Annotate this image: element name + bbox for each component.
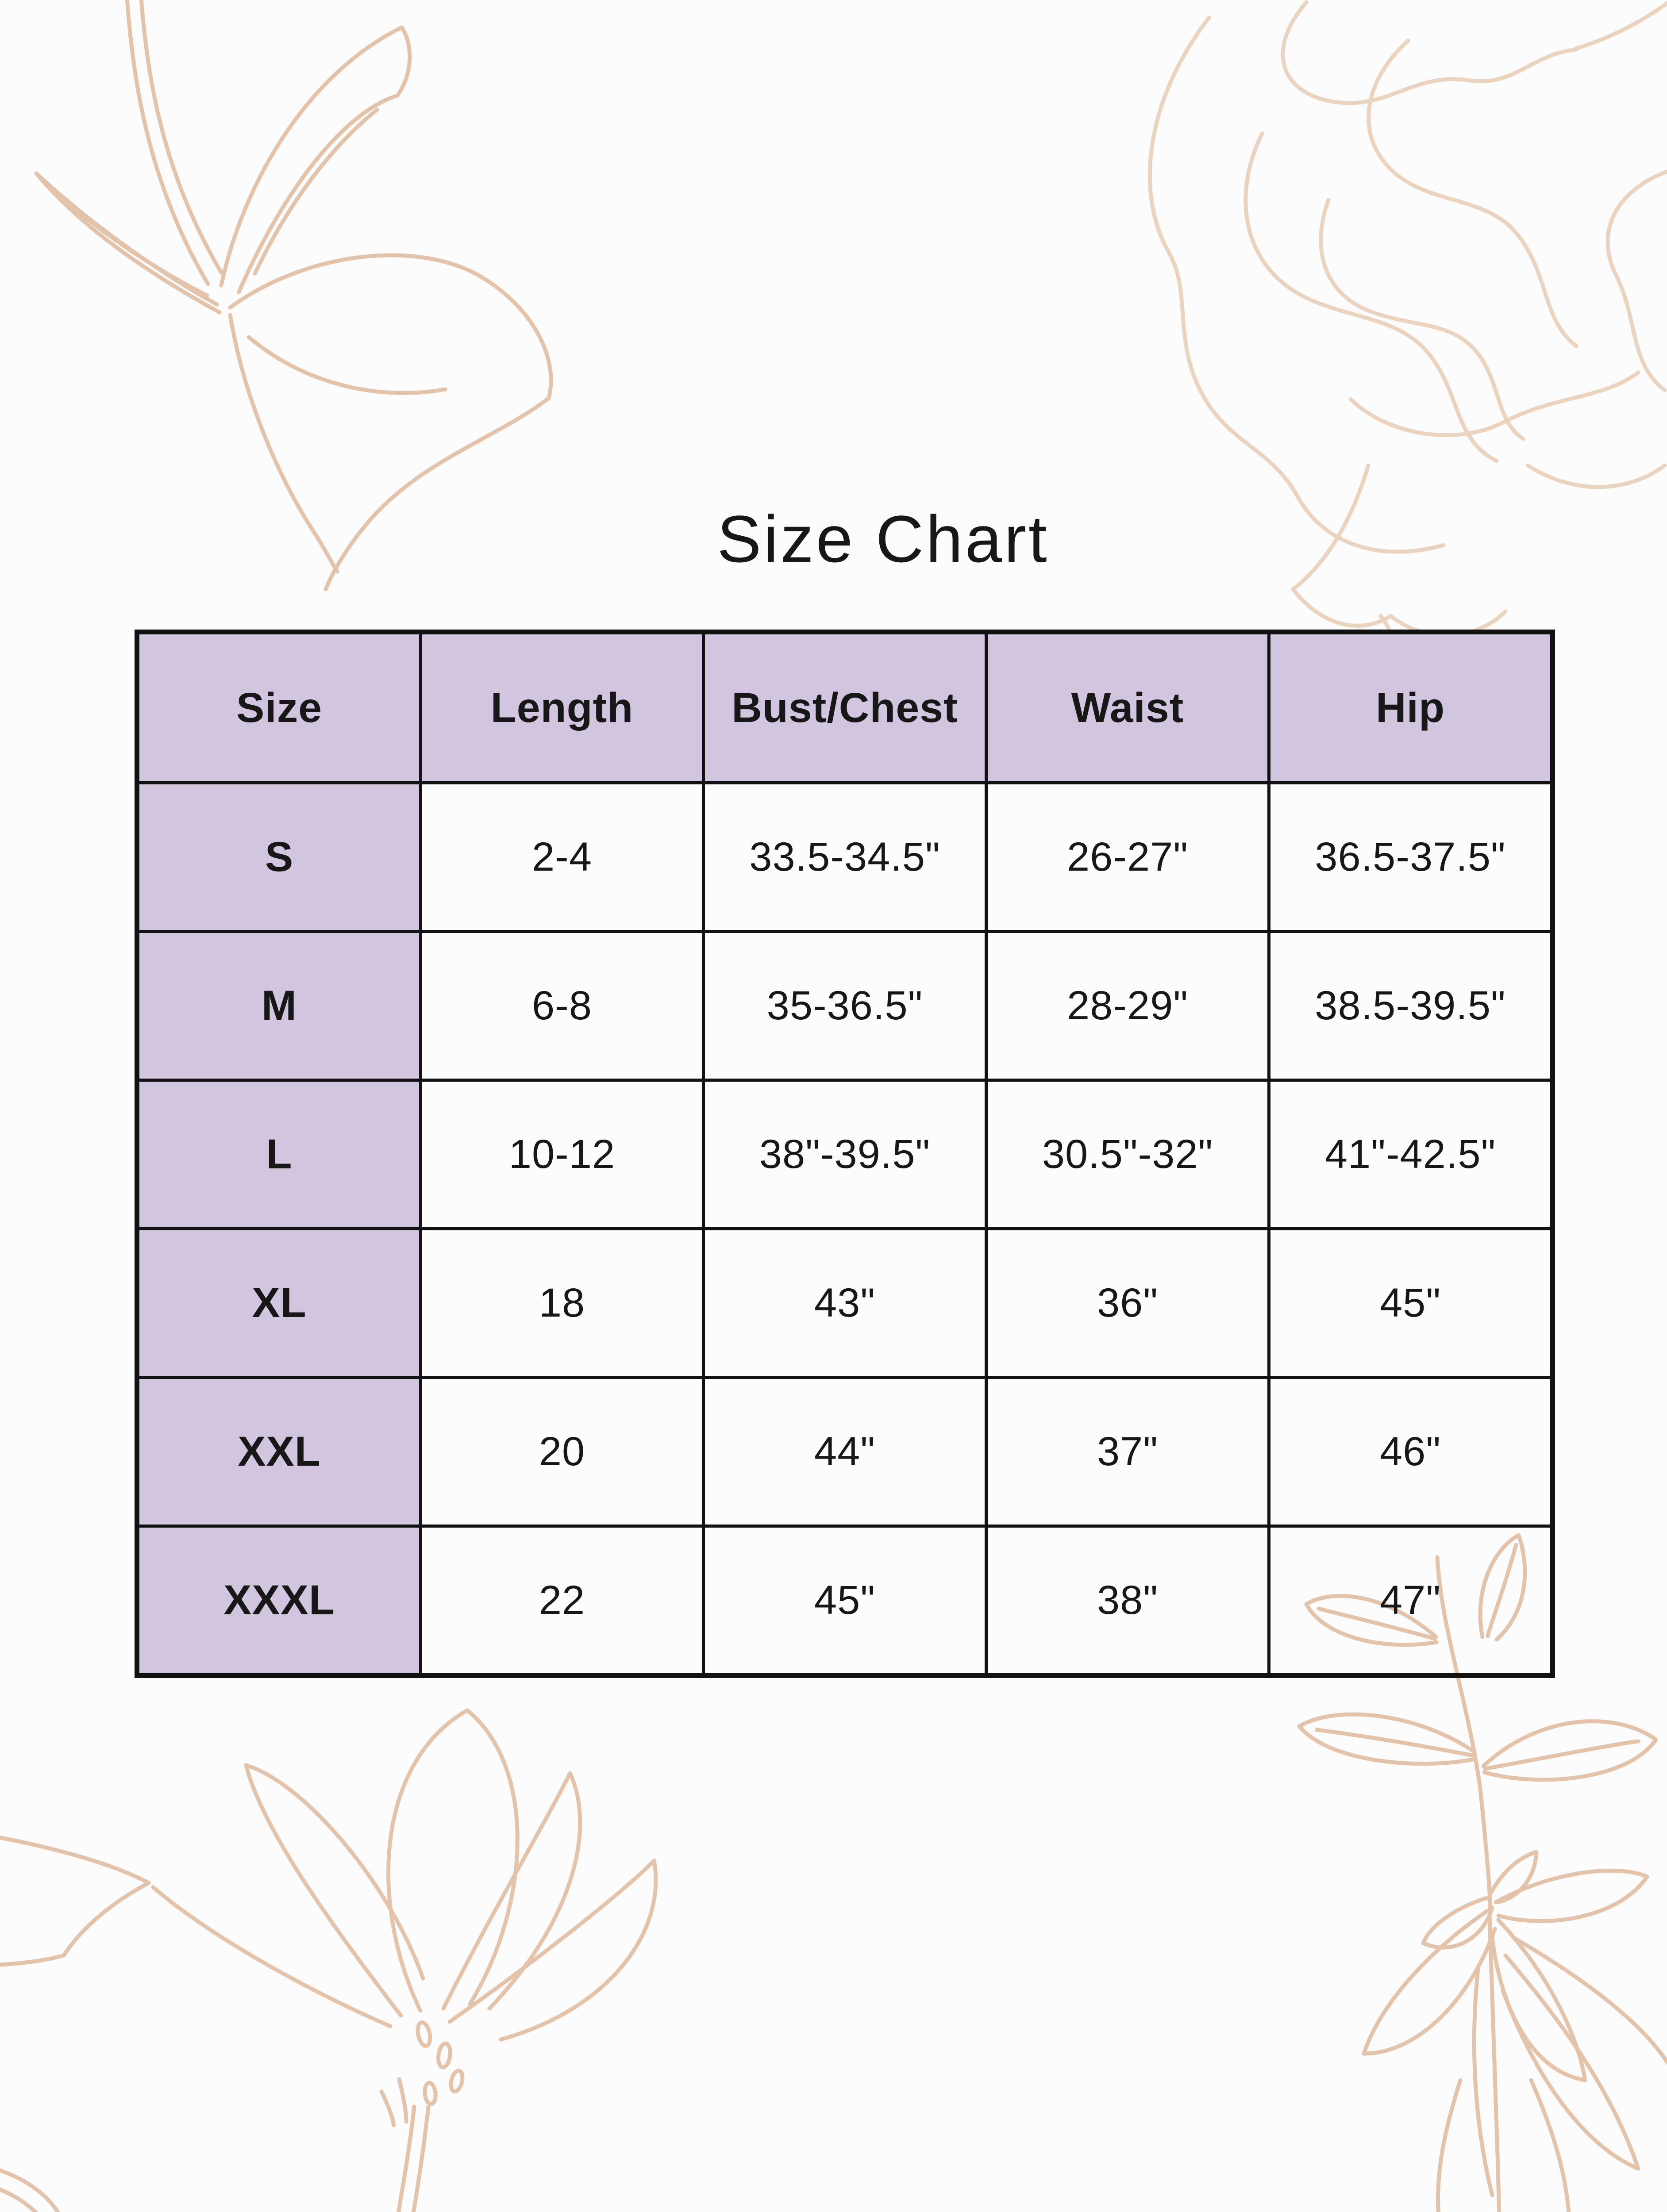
table-row-xxxl: XXXL 22 45" 38" 47" [135, 1525, 1554, 1677]
table-row-m: M 6-8 35-36.5" 28-29" 38.5-39.5" [135, 930, 1554, 1082]
row-label-l: L [135, 1079, 422, 1230]
column-header-waist: Waist [985, 630, 1270, 784]
cell-xl-length: 18 [419, 1227, 705, 1379]
row-label-xl: XL [135, 1227, 422, 1379]
size-chart-table: Size Length Bust/Chest Waist Hip S 2-4 3… [135, 630, 1555, 1678]
cell-s-hip: 36.5-37.5" [1267, 781, 1554, 933]
column-header-size: Size [135, 630, 422, 784]
cell-xxxl-hip: 47" [1267, 1525, 1554, 1677]
table-row-xxl: XXL 20 44" 37" 46" [135, 1376, 1554, 1528]
cell-l-bust: 38"-39.5" [702, 1079, 988, 1230]
cell-xxxl-waist: 38" [985, 1525, 1270, 1677]
column-header-hip: Hip [1267, 630, 1554, 784]
column-header-bust-chest: Bust/Chest [702, 630, 988, 784]
cell-xxl-hip: 46" [1267, 1376, 1554, 1528]
peony-line-art-top-right [1147, 0, 1667, 671]
cell-l-length: 10-12 [419, 1079, 705, 1230]
cell-l-waist: 30.5"-32" [985, 1079, 1270, 1230]
cell-xxl-bust: 44" [702, 1376, 988, 1528]
cell-s-bust: 33.5-34.5" [702, 781, 988, 933]
cell-m-waist: 28-29" [985, 930, 1270, 1082]
cell-m-length: 6-8 [419, 930, 705, 1082]
cell-xxl-waist: 37" [985, 1376, 1270, 1528]
cell-m-hip: 38.5-39.5" [1267, 930, 1554, 1082]
cell-m-bust: 35-36.5" [702, 930, 988, 1082]
cell-xxxl-length: 22 [419, 1525, 705, 1677]
cell-l-hip: 41"-42.5" [1267, 1079, 1554, 1230]
page-title: Size Chart [717, 501, 1049, 576]
cell-s-length: 2-4 [419, 781, 705, 933]
table-row-s: S 2-4 33.5-34.5" 26-27" 36.5-37.5" [135, 781, 1554, 933]
flower-line-art-bottom-left [0, 1708, 658, 2212]
cell-xl-hip: 45" [1267, 1227, 1554, 1379]
column-header-length: Length [419, 630, 705, 784]
flower-line-art-top-left [34, 0, 553, 591]
table-header-row: Size Length Bust/Chest Waist Hip [135, 630, 1554, 784]
cell-xxl-length: 20 [419, 1376, 705, 1528]
table-row-l: L 10-12 38"-39.5" 30.5"-32" 41"-42.5" [135, 1079, 1554, 1230]
cell-xl-waist: 36" [985, 1227, 1270, 1379]
row-label-xxl: XXL [135, 1376, 422, 1528]
row-label-xxxl: XXXL [135, 1525, 422, 1677]
table-row-xl: XL 18 43" 36" 45" [135, 1227, 1554, 1379]
cell-s-waist: 26-27" [985, 781, 1270, 933]
cell-xxxl-bust: 45" [702, 1525, 988, 1677]
row-label-m: M [135, 930, 422, 1082]
cell-xl-bust: 43" [702, 1227, 988, 1379]
row-label-s: S [135, 781, 422, 933]
